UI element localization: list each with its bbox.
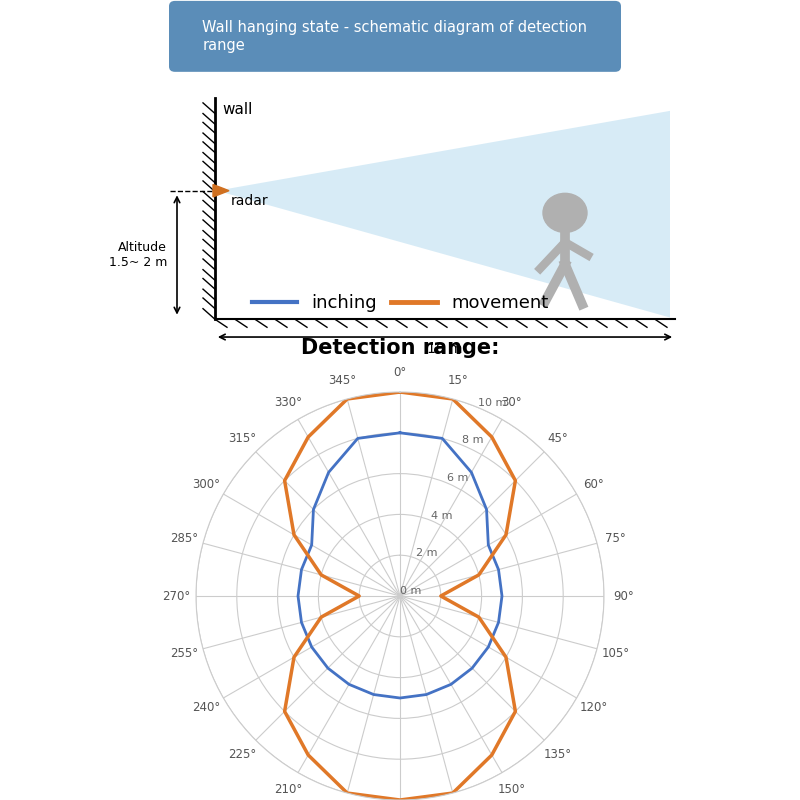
- Polygon shape: [217, 111, 670, 318]
- Text: Altitude
1.5~ 2 m: Altitude 1.5~ 2 m: [109, 241, 167, 269]
- Polygon shape: [213, 185, 229, 197]
- Text: wall: wall: [222, 102, 252, 117]
- FancyBboxPatch shape: [169, 1, 621, 72]
- Text: Wall hanging state - schematic diagram of detection
range: Wall hanging state - schematic diagram o…: [202, 20, 587, 53]
- Legend: inching, movement: inching, movement: [245, 287, 555, 319]
- Text: radar: radar: [231, 194, 269, 208]
- Text: Detection range:: Detection range:: [301, 338, 499, 358]
- Text: 10 m: 10 m: [427, 342, 462, 356]
- Circle shape: [543, 194, 587, 232]
